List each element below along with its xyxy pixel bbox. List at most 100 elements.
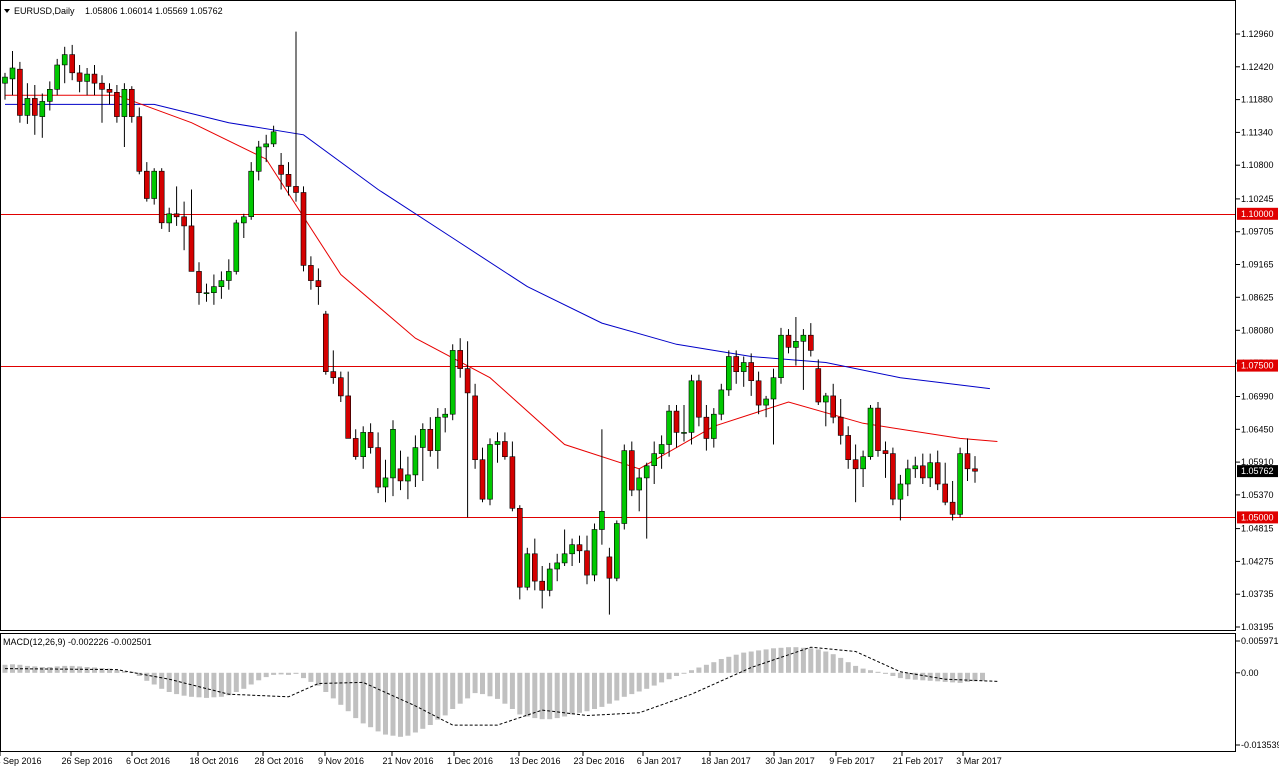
macd-bar bbox=[577, 672, 582, 713]
candle-body-bull bbox=[569, 544, 575, 555]
candle bbox=[46, 81, 53, 111]
candle bbox=[740, 356, 747, 387]
price-axis[interactable]: 1.12960 1.12420 1.11880 1.11340 1.10800 1.102… bbox=[1236, 29, 1278, 632]
macd-bar bbox=[427, 672, 433, 725]
candle-body-bear bbox=[934, 462, 941, 485]
candle-body-bear bbox=[300, 192, 307, 266]
macd-signal-line bbox=[4, 646, 998, 726]
candle-body-bear bbox=[308, 265, 314, 281]
x-tick-label: 23 Dec 2016 bbox=[573, 756, 624, 766]
macd-bar bbox=[472, 672, 478, 694]
candle bbox=[666, 405, 672, 457]
moving-averages bbox=[5, 94, 998, 470]
macd-bar bbox=[509, 672, 515, 709]
macd-bar bbox=[853, 665, 859, 673]
macd-bar bbox=[912, 672, 918, 680]
time-axis[interactable]: 14 Sep 2016 26 Sep 2016 6 Oct 2016 18 Oct 2… bbox=[0, 752, 1002, 766]
candle bbox=[270, 125, 277, 147]
horizontal-levels bbox=[1, 214, 1235, 518]
candle bbox=[531, 538, 538, 591]
macd-bar bbox=[606, 672, 612, 704]
macd-bar bbox=[144, 672, 150, 681]
candle-body-bear bbox=[830, 395, 837, 418]
candle-body-bull bbox=[203, 292, 210, 295]
candle-body-bull bbox=[360, 432, 367, 457]
candle-body-bear bbox=[427, 428, 434, 451]
macd-bar bbox=[756, 650, 762, 673]
candle bbox=[233, 219, 240, 275]
candle bbox=[449, 344, 456, 421]
candle-body-bull bbox=[166, 213, 172, 224]
candle-body-bear bbox=[106, 89, 113, 93]
candle-body-bear bbox=[99, 82, 105, 90]
candle-body-bull bbox=[61, 54, 68, 66]
candle-body-bear bbox=[315, 280, 322, 288]
candle bbox=[121, 83, 128, 147]
symbol-menu-icon[interactable] bbox=[4, 9, 10, 13]
candle bbox=[599, 429, 605, 545]
candle bbox=[84, 68, 90, 96]
macd-bar bbox=[935, 672, 941, 682]
candle-body-bear bbox=[942, 483, 949, 503]
macd-bar bbox=[808, 648, 814, 673]
y-tick-label: 1.11340 bbox=[1241, 127, 1273, 137]
macd-bar bbox=[278, 672, 284, 675]
macd-bar bbox=[584, 672, 590, 712]
candle bbox=[793, 317, 799, 366]
candle bbox=[613, 520, 620, 582]
candle bbox=[643, 462, 650, 539]
candle-body-bull bbox=[800, 334, 807, 342]
candle bbox=[390, 420, 396, 497]
macd-bar bbox=[360, 672, 366, 724]
candle bbox=[957, 447, 963, 518]
candle-body-bull bbox=[211, 286, 217, 294]
candle bbox=[241, 213, 247, 238]
candle-body-bear bbox=[964, 453, 971, 470]
y-tick-label: 1.08080 bbox=[1241, 325, 1274, 335]
macd-bar bbox=[211, 672, 217, 698]
candle-body-bear bbox=[837, 416, 844, 436]
candle-body-bear bbox=[17, 68, 23, 116]
candle-body-bull bbox=[449, 350, 456, 415]
y-tick-label: 1.10245 bbox=[1241, 194, 1274, 204]
macd-bar bbox=[920, 672, 926, 681]
candle bbox=[591, 523, 598, 582]
candle-body-bull bbox=[54, 64, 61, 90]
x-tick-label: 6 Jan 2017 bbox=[637, 756, 682, 766]
macd-bar bbox=[554, 672, 560, 719]
candle-body-bear bbox=[755, 380, 762, 406]
macd-bar bbox=[196, 672, 202, 698]
macd-bar bbox=[621, 672, 627, 697]
candle-body-bull bbox=[643, 465, 650, 479]
candle bbox=[106, 83, 113, 105]
candle-body-bull bbox=[770, 377, 777, 400]
y-tick-label: 1.10800 bbox=[1241, 160, 1274, 170]
macd-bar bbox=[32, 666, 38, 673]
candle-body-bear bbox=[144, 170, 150, 199]
candle bbox=[852, 444, 859, 503]
candle bbox=[785, 329, 792, 354]
x-tick-label: 18 Oct 2016 bbox=[189, 756, 238, 766]
candle-body-bear bbox=[785, 334, 792, 348]
candle bbox=[9, 51, 16, 96]
candle bbox=[158, 168, 165, 229]
x-tick-label: 3 Mar 2017 bbox=[956, 756, 1002, 766]
candle bbox=[255, 140, 262, 181]
y-tick-label: 1.09165 bbox=[1241, 260, 1274, 270]
candle bbox=[658, 435, 665, 469]
y-tick-label: 1.05370 bbox=[1241, 490, 1274, 500]
candle bbox=[875, 402, 881, 457]
level-price-tag bbox=[1237, 207, 1278, 220]
macd-bar bbox=[592, 672, 597, 709]
macd-bar bbox=[159, 672, 165, 689]
macd-bar bbox=[897, 672, 903, 679]
ma-fast-line bbox=[5, 94, 998, 470]
x-tick-label: 6 Oct 2016 bbox=[126, 756, 170, 766]
candle bbox=[651, 441, 658, 484]
macd-label: MACD(12,26,9) -0.002226 -0.002501 bbox=[3, 637, 152, 647]
ma-slow-line bbox=[5, 103, 990, 390]
candle bbox=[17, 61, 23, 123]
candle-body-bull bbox=[412, 447, 419, 476]
candle bbox=[606, 547, 613, 615]
